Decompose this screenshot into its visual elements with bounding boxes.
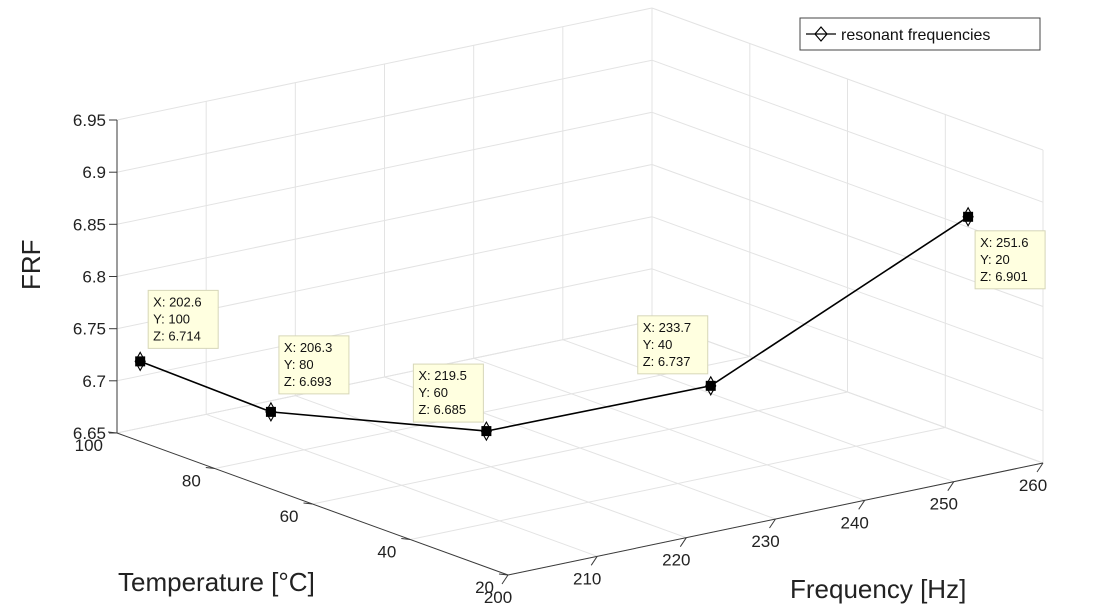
z-tick-label: 6.75 [73,320,106,339]
legend-diamond-icon [814,26,828,42]
datatip: X: 251.6 Y: 20 Z: 6.901 [974,230,1046,290]
datatip-text: X: 233.7 [643,320,691,335]
y-axis-label: Temperature [°C] [118,567,315,597]
floor-grid-y [312,391,848,505]
x-tick-mark [947,481,955,491]
backwall-grid-z [116,164,653,277]
x-tick-mark [590,556,598,566]
x-tick-mark [858,500,866,510]
y-tick-label: 40 [377,543,396,562]
datatip-box [974,230,1046,290]
series-resonant-frequencies [134,206,974,442]
z-tick-label: 6.9 [82,163,106,182]
x-tick-label: 260 [1019,476,1047,495]
datatip-box [637,315,709,375]
x-tick-mark [679,537,687,547]
floor-grid-y [410,427,946,540]
backwall-grid-z [116,320,653,434]
z-tick-label: 6.7 [82,372,106,391]
y-tick-mark [205,467,215,469]
y-tick-label: 60 [280,507,299,526]
datatip-text: Y: 20 [980,252,1010,267]
backwall-grid-z [116,111,653,225]
x-tick-label: 210 [573,569,601,588]
sidewall-grid-z [651,268,1044,412]
series-line [139,216,969,432]
datatip-box [147,289,219,349]
sidewall-grid-z [651,320,1044,464]
datatip-text: Y: 80 [284,357,314,372]
datatip-text: X: 251.6 [980,235,1028,250]
z-tick-label: 6.85 [73,215,106,234]
backwall-grid-z [116,268,653,382]
y-tick-label: 80 [182,472,201,491]
sidewall-grid-z [651,7,1044,151]
datatips: X: 202.6 Y: 100 Z: 6.714 X: 206.3 Y: 80 Z: 6.… [147,230,1046,423]
datatip-text: X: 202.6 [153,294,201,309]
datatip-text: Z: 6.693 [284,374,332,389]
legend: resonant frequencies [799,17,1041,51]
backwall-grid-z [116,7,653,121]
x-tick-label: 220 [662,551,690,570]
x-tick-label: 240 [841,513,869,532]
legend-box [799,17,1041,51]
data-point-marker [135,356,146,367]
legend-entry-resonant-frequencies: resonant frequencies [841,27,990,44]
z-axis-label: FRF [16,239,46,290]
y-tick-mark [401,538,411,540]
datatip-text: Z: 6.714 [153,328,201,343]
datatip-text: Y: 40 [643,337,673,352]
datatip-text: X: 206.3 [284,340,332,355]
x-tick-label: 250 [930,495,958,514]
x-tick-label: 200 [484,588,512,607]
datatip-text: X: 219.5 [418,368,466,383]
datatip-text: Z: 6.737 [643,354,691,369]
x-tick-mark [501,574,509,585]
datatip: X: 202.6 Y: 100 Z: 6.714 [147,289,219,349]
x-tick-mark [769,518,776,529]
datatip: X: 219.5 Y: 60 Z: 6.685 [412,363,484,423]
data-point-marker [963,211,974,222]
datatip-text: Z: 6.901 [980,269,1028,284]
datatip: X: 206.3 Y: 80 Z: 6.693 [278,335,350,395]
sidewall-grid-z [651,59,1044,203]
datatip: X: 233.7 Y: 40 Z: 6.737 [637,315,709,375]
x-axis-label: Frequency [Hz] [790,574,966,604]
grid-lines [116,7,1044,576]
data-point-marker [265,406,276,417]
x-tick-label: 230 [751,532,779,551]
z-tick-label: 6.95 [73,111,106,130]
y-tick-label: 20 [475,578,494,597]
z-tick-label: 6.65 [73,424,106,443]
data-point-marker [705,380,716,391]
backwall-grid-z [116,59,653,173]
y-tick-mark [303,502,313,505]
datatip-text: Y: 60 [418,385,448,400]
datatip-text: Y: 100 [153,311,190,326]
sidewall-grid-z [651,216,1044,360]
y-tick-mark [498,573,509,576]
data-point-marker [481,426,492,437]
x-tick-mark [1036,462,1044,473]
datatip-text: Z: 6.685 [418,402,466,417]
axes [107,119,1044,585]
datatip-box [412,363,484,423]
z-tick-label: 6.8 [82,268,106,287]
y-tick-label: 100 [75,436,103,455]
datatip-box [278,335,350,395]
